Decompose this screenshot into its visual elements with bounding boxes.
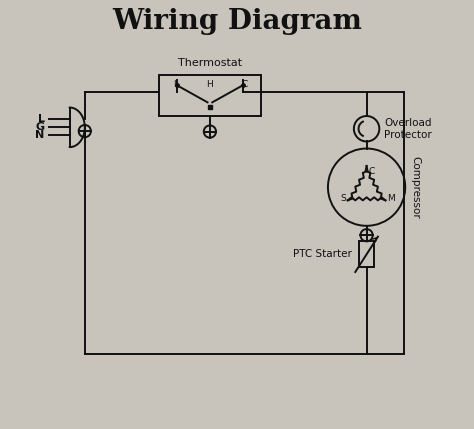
Text: G: G xyxy=(36,122,45,132)
Text: Protector: Protector xyxy=(384,130,432,140)
Text: S: S xyxy=(340,194,346,203)
Text: Thermostat: Thermostat xyxy=(178,58,242,68)
Text: Compressor: Compressor xyxy=(410,156,420,218)
Text: L: L xyxy=(38,114,45,124)
Text: H: H xyxy=(207,80,213,89)
Text: L: L xyxy=(173,80,178,89)
Text: C: C xyxy=(241,80,247,89)
Text: M: M xyxy=(387,194,395,203)
Text: C: C xyxy=(368,167,375,176)
Text: N: N xyxy=(36,130,45,140)
Text: Wiring Diagram: Wiring Diagram xyxy=(112,8,362,35)
Bar xyxy=(159,75,261,117)
Bar xyxy=(359,242,374,267)
Text: PTC Starter: PTC Starter xyxy=(293,249,352,259)
Text: Overload: Overload xyxy=(384,118,432,127)
